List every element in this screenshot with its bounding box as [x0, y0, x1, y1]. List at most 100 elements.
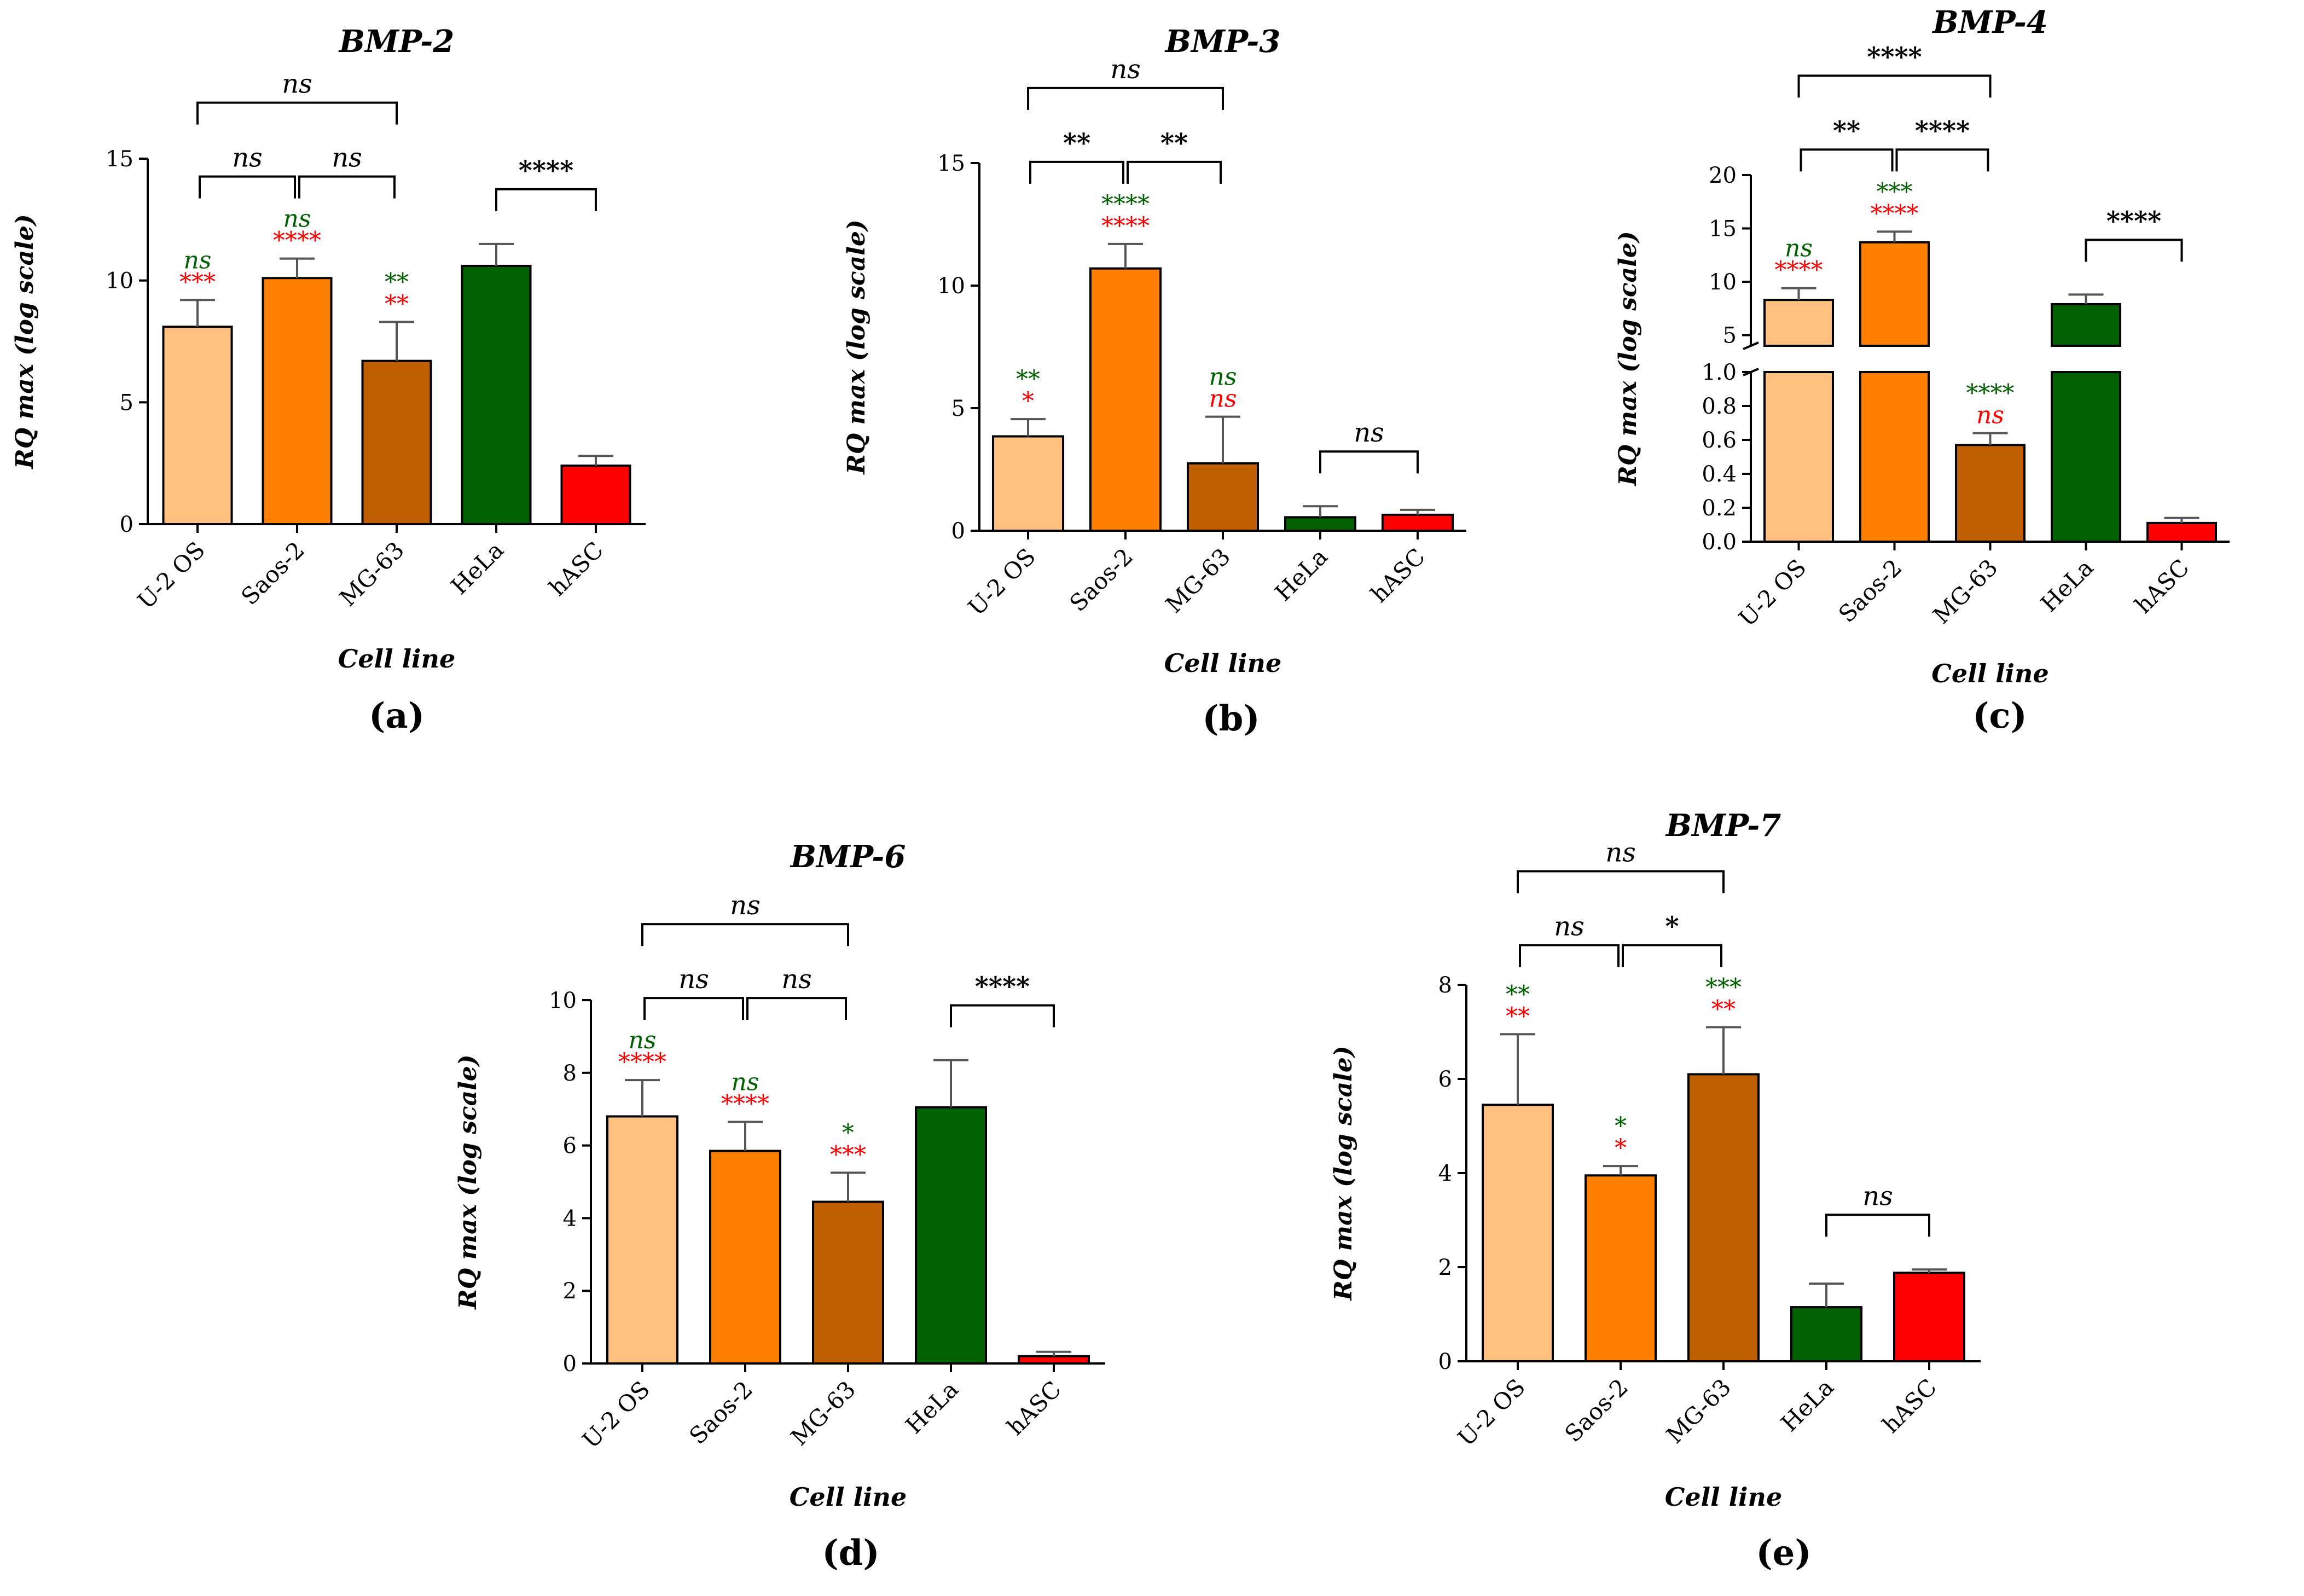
y-tick-label: 15: [937, 151, 965, 176]
significance-bracket: [746, 997, 847, 1020]
y-axis-label: RQ max (log scale): [1330, 1046, 1357, 1301]
y-tick-label: 0.4: [1702, 462, 1737, 487]
significance-vs-hela: ***: [1705, 973, 1742, 1001]
axis-break-mark: [1743, 341, 1759, 350]
bracket-label: *: [1665, 911, 1679, 942]
x-tick-label: Saos-2: [236, 536, 310, 610]
significance-vs-hela: ****: [1101, 190, 1150, 218]
x-tick-label: U-2 OS: [132, 536, 210, 614]
x-tick-label: HeLa: [901, 1376, 964, 1439]
significance-vs-hela: ns: [283, 205, 311, 233]
x-tick-label: hASC: [1877, 1373, 1942, 1438]
x-axis-label: Cell line: [1164, 648, 1282, 678]
x-tick-label: MG-63: [334, 536, 409, 611]
significance-bracket: [1319, 450, 1419, 474]
x-tick-label: MG-63: [1661, 1373, 1736, 1448]
bracket-label: ns: [781, 964, 812, 995]
bar-saos-2: [262, 277, 333, 525]
significance-bracket: [495, 188, 597, 211]
panel-label: (c): [1972, 695, 2027, 736]
x-tick-label: HeLa: [2035, 554, 2099, 617]
significance-vs-hela: **: [1016, 365, 1040, 393]
y-tick-label: 0: [951, 519, 965, 544]
y-tick-label: 4: [1438, 1161, 1452, 1186]
significance-bracket: [1800, 148, 1894, 172]
y-tick-label: 2: [563, 1279, 577, 1304]
y-tick-label: 0.6: [1702, 428, 1737, 453]
bracket-label: ns: [1862, 1181, 1893, 1211]
panel-label: (e): [1756, 1533, 1811, 1574]
significance-vs-hela: ns: [732, 1068, 759, 1096]
significance-bracket: [643, 997, 744, 1020]
significance-vs-hela: ns: [1785, 235, 1813, 263]
bracket-label: ns: [1605, 837, 1636, 868]
y-tick-label: 5: [120, 390, 134, 415]
x-axis-label: Cell line: [790, 1482, 907, 1512]
significance-bracket: [1895, 148, 1989, 172]
x-axis-label: Cell line: [1665, 1482, 1783, 1512]
y-tick-label: 10: [106, 269, 134, 294]
bracket-label: ns: [1110, 54, 1141, 85]
x-tick-label: MG-63: [1928, 554, 2003, 629]
x-axis-label: Cell line: [338, 644, 456, 674]
bar-u-2-os: [1763, 299, 1834, 347]
y-tick-label: 10: [1709, 270, 1737, 295]
y-tick-label: 4: [563, 1206, 577, 1231]
bar-saos-2: [1089, 267, 1162, 532]
bar-hela: [2051, 303, 2121, 347]
y-tick-label: 5: [951, 396, 965, 421]
bracket-label: ****: [519, 155, 573, 186]
bar-u-2-os: [1482, 1104, 1554, 1363]
significance-vs-hasc: ***: [179, 268, 216, 296]
significance-vs-hela: ***: [1877, 178, 1913, 206]
y-tick-label: 15: [1709, 217, 1737, 242]
y-tick-label: 6: [563, 1134, 577, 1159]
significance-bracket: [1825, 1214, 1930, 1237]
y-axis-label: RQ max (log scale): [843, 219, 870, 475]
bracket-label: ns: [730, 890, 761, 921]
bar-u-2-os-lower: [1763, 371, 1834, 543]
x-tick-label: hASC: [1366, 543, 1430, 607]
significance-vs-hasc: ***: [830, 1141, 866, 1169]
chart-panel-c: BMP-4 0.0 0.2 0.4 0.6 0.8 1.0 5 10 15 20 RQ max (lo…: [1614, 4, 2230, 736]
significance-bracket: [298, 175, 396, 199]
panel-label: (b): [1202, 698, 1260, 739]
x-tick-label: HeLa: [446, 536, 509, 600]
chart-title: BMP-6: [790, 839, 906, 875]
significance-vs-hasc: ****: [618, 1048, 666, 1076]
significance-vs-hasc: ****: [1101, 212, 1150, 240]
bracket-label: ns: [1354, 417, 1384, 448]
x-tick-label: Saos-2: [684, 1376, 758, 1449]
x-tick-label: U-2 OS: [577, 1376, 655, 1453]
y-tick-label: 6: [1438, 1067, 1452, 1092]
bracket-label: **: [1160, 128, 1188, 159]
x-tick-label: Saos-2: [1064, 543, 1138, 617]
significance-vs-hasc: ns: [1209, 385, 1237, 413]
bar-hela: [461, 264, 532, 525]
bar-saos-2: [1859, 241, 1930, 347]
chart-title: BMP-7: [1665, 808, 1781, 844]
bracket-label: ns: [1554, 911, 1585, 942]
x-tick-label: MG-63: [1160, 543, 1235, 618]
bar-saos-2: [1585, 1174, 1657, 1363]
x-tick-label: MG-63: [786, 1376, 861, 1450]
bar-mg-63: [812, 1200, 884, 1365]
significance-vs-hela: *: [1615, 1112, 1627, 1140]
y-tick-label: 0: [563, 1351, 577, 1377]
bracket-label: ****: [975, 972, 1030, 1002]
x-tick-label: hASC: [544, 536, 608, 601]
x-tick-label: Saos-2: [1559, 1373, 1633, 1447]
significance-bracket: [1517, 870, 1725, 893]
y-tick-label: 0.8: [1702, 394, 1737, 419]
panel-label: (d): [822, 1533, 879, 1574]
y-tick-label: 15: [106, 147, 134, 172]
y-tick-label: 0.2: [1702, 496, 1737, 521]
significance-bracket: [641, 923, 849, 947]
bar-hasc: [1018, 1355, 1090, 1365]
bar-u-2-os: [992, 435, 1064, 532]
x-tick-label: HeLa: [1270, 543, 1333, 606]
bar-hela: [1284, 516, 1356, 532]
y-axis-label: RQ max (log scale): [454, 1054, 482, 1310]
